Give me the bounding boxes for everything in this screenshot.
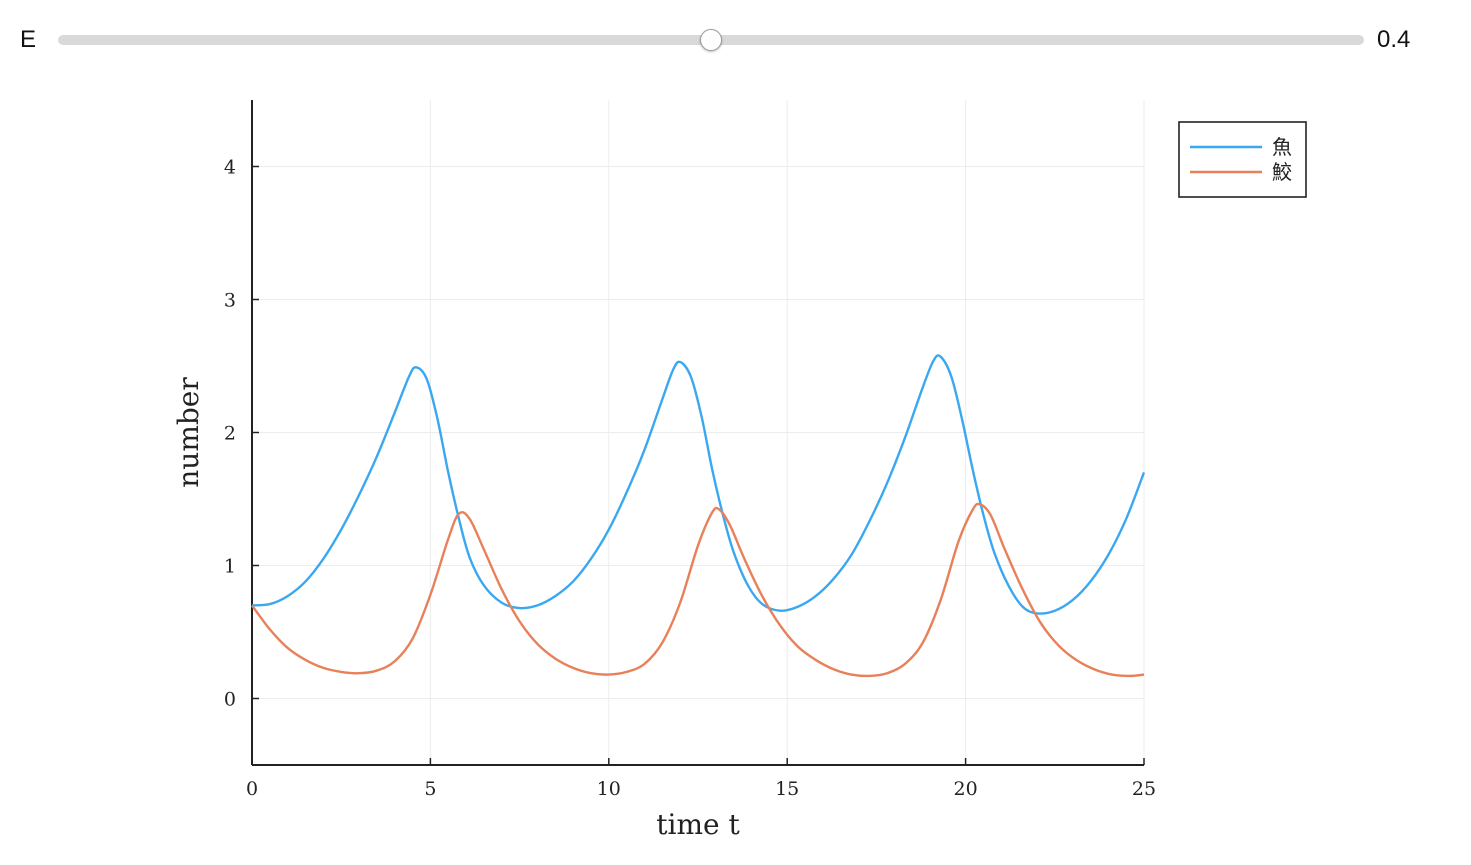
legend-label-1: 魚 bbox=[1272, 135, 1292, 159]
x-tick-label: 10 bbox=[597, 778, 621, 800]
slider-row: E 0.4 bbox=[0, 0, 1471, 80]
series-lines bbox=[251, 354, 1146, 678]
legend: 魚鮫 bbox=[1178, 121, 1307, 198]
x-tick-label: 20 bbox=[954, 778, 978, 800]
slider-value: 0.4 bbox=[1377, 26, 1411, 53]
y-tick-label: 2 bbox=[224, 423, 236, 445]
e-slider-track[interactable] bbox=[58, 29, 1364, 51]
series-line-2 bbox=[251, 502, 1145, 678]
y-tick-label: 4 bbox=[224, 157, 236, 179]
e-slider-thumb[interactable] bbox=[700, 29, 722, 51]
y-axis-label: number bbox=[172, 377, 205, 488]
legend-box bbox=[1178, 121, 1307, 198]
x-tick-label: 15 bbox=[775, 778, 799, 800]
x-tick-label: 25 bbox=[1132, 778, 1156, 800]
y-tick-label: 3 bbox=[224, 290, 236, 312]
series-line-1 bbox=[251, 354, 1146, 615]
x-tick-label: 5 bbox=[424, 778, 436, 800]
y-tick-label: 1 bbox=[224, 556, 236, 578]
x-axis-label: time t bbox=[656, 808, 740, 841]
slider-label: E bbox=[20, 26, 37, 53]
legend-label-2: 鮫 bbox=[1272, 160, 1292, 184]
x-tick-label: 0 bbox=[246, 778, 258, 800]
ticks: 0 5 10 15 20 25 0 1 2 3 4 bbox=[224, 157, 1156, 801]
y-tick-label: 0 bbox=[224, 689, 236, 711]
